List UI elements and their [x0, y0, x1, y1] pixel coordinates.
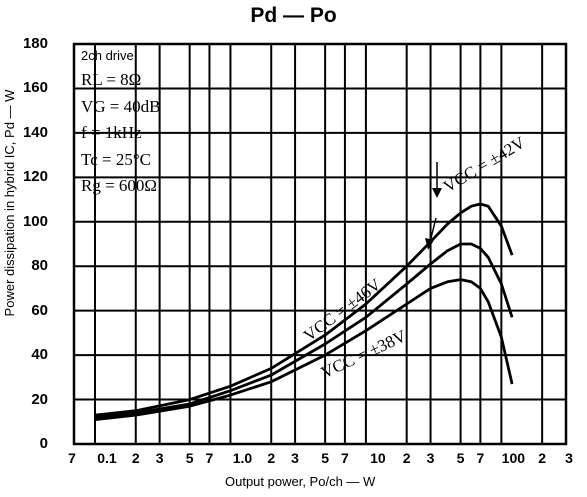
arrowhead-46v — [425, 238, 434, 250]
plot-frame — [72, 42, 568, 446]
condition-source-resistance: Rg = 600Ω — [81, 176, 158, 195]
y-tick-label: 160 — [22, 79, 48, 97]
x-tick-label: 1.0 — [232, 450, 253, 466]
condition-load: RL = 8Ω — [81, 70, 142, 89]
x-tick-label: 7 — [205, 450, 214, 466]
y-tick-label: 40 — [31, 346, 48, 364]
x-tick-label: 2 — [538, 450, 547, 466]
x-tick-label: 3 — [155, 450, 164, 466]
x-tick-label: 2 — [402, 450, 411, 466]
x-tick-label: 5 — [321, 450, 330, 466]
x-tick-label: 5 — [456, 450, 465, 466]
x-tick-label: 100 — [501, 450, 526, 466]
y-tick-label: 60 — [31, 301, 48, 319]
y-tick-label: 20 — [31, 390, 48, 408]
y-tick-label: 120 — [22, 168, 48, 186]
chart-title: Pd — Po — [250, 4, 337, 27]
x-tick-label: 3 — [291, 450, 299, 466]
x-tick-label: 2 — [131, 450, 140, 466]
arrowhead-42v — [432, 188, 442, 198]
y-tick-label: 0 — [39, 435, 48, 452]
y-tick-label: 100 — [22, 212, 48, 230]
y-tick-label: 140 — [22, 123, 48, 141]
x-tick-label: 10 — [370, 450, 386, 466]
series-line-0 — [94, 202, 514, 417]
y-tick-label: 180 — [22, 35, 48, 52]
x-tick-label: 3 — [426, 450, 435, 466]
y-tick-label: 80 — [31, 257, 48, 275]
x-axis-label: Output power, Po/ch — W — [225, 474, 376, 489]
x-tick-label: 5 — [185, 450, 194, 466]
arrow-46v — [429, 217, 437, 243]
x-tick-label: 0.1 — [97, 450, 117, 466]
condition-case-temp: Tc = 25°C — [81, 150, 151, 169]
series-line-1 — [94, 242, 514, 419]
x-tick-label: 7 — [341, 450, 349, 466]
condition-frequency: f = 1kHz — [81, 123, 142, 142]
x-tick-label: 7 — [476, 450, 485, 466]
condition-gain: VG = 40dB — [81, 97, 161, 116]
condition-drive: 2ch drive — [81, 48, 134, 63]
x-tick-label: 7 — [68, 450, 76, 466]
x-tick-label: 2 — [267, 450, 276, 466]
series-line-2 — [94, 278, 514, 421]
x-tick-label: 3 — [565, 450, 573, 466]
